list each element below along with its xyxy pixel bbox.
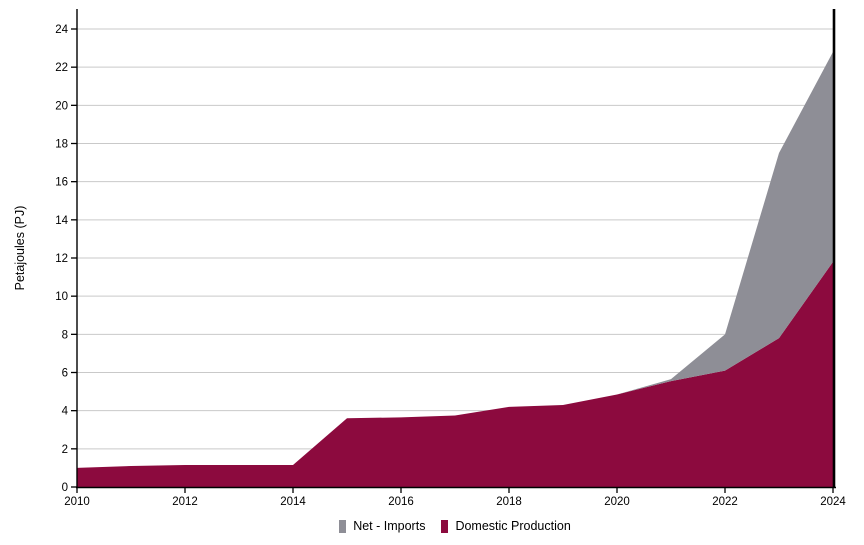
x-tick-label: 2012 xyxy=(172,496,198,508)
y-tick-label: 6 xyxy=(62,368,68,380)
y-tick-label: 14 xyxy=(55,215,68,227)
x-tick-label: 2010 xyxy=(64,496,90,508)
y-tick-label: 8 xyxy=(62,329,68,341)
x-tick-label: 2018 xyxy=(496,496,522,508)
domestic-production-swatch-icon xyxy=(441,519,449,533)
y-tick-label: 10 xyxy=(55,291,68,303)
legend-item-net-imports: Net - Imports xyxy=(339,519,425,533)
net-imports-swatch-icon xyxy=(339,519,347,533)
legend-label: Net - Imports xyxy=(353,519,426,533)
y-tick-label: 18 xyxy=(55,139,68,151)
grid-lines xyxy=(77,28,833,450)
x-tick-label: 2024 xyxy=(820,496,846,508)
x-tick-label: 2016 xyxy=(388,496,414,508)
y-tick-label: 20 xyxy=(55,100,68,112)
y-axis-title: Petajoules (PJ) xyxy=(13,205,27,291)
y-tick-label: 2 xyxy=(62,444,68,456)
x-tick-label: 2020 xyxy=(604,496,630,508)
y-tick-label: 22 xyxy=(55,62,68,74)
legend: Net - Imports Domestic Production xyxy=(77,515,833,537)
x-axis: 2010 2012 2014 2016 2018 2020 2022 2024 xyxy=(64,486,846,508)
area-series xyxy=(77,51,833,487)
domestic-production-area xyxy=(77,261,833,487)
x-tick-label: 2014 xyxy=(280,496,306,508)
y-tick-label: 16 xyxy=(55,177,68,189)
y-tick-label: 24 xyxy=(55,24,68,36)
y-tick-label: 12 xyxy=(55,253,68,265)
y-tick-label: 4 xyxy=(62,406,69,418)
x-tick-label: 2022 xyxy=(712,496,738,508)
y-tick-label: 0 xyxy=(62,482,68,494)
legend-label: Domestic Production xyxy=(455,519,571,533)
legend-item-domestic-production: Domestic Production xyxy=(441,519,571,533)
